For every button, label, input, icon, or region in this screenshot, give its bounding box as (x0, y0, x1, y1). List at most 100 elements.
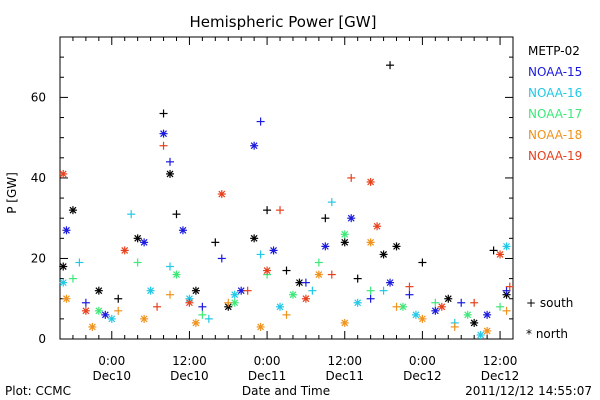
noaa-15-north-point (159, 129, 168, 138)
mark-stroke (496, 251, 504, 258)
metp-02-north-point (340, 238, 349, 247)
noaa-15-south-point (217, 254, 226, 263)
mark-stroke (147, 287, 155, 295)
mark-stroke (224, 303, 232, 311)
noaa-19-north-point (59, 169, 68, 178)
x-tick-date: Dec10 (93, 369, 132, 383)
metp-02-north-point (94, 286, 103, 295)
noaa-15-south-point (81, 298, 90, 307)
x-tick-time: 0:00 (409, 354, 436, 368)
y-tick-label: 20 (31, 251, 46, 265)
noaa-19-north-point (301, 294, 310, 303)
mark-stroke (63, 295, 70, 303)
noaa-15-south-point (457, 298, 466, 307)
metp-02-south-point (211, 238, 220, 247)
noaa-15-south-point (366, 294, 375, 303)
metp-02-north-point (444, 294, 453, 303)
noaa-18-south-point (224, 298, 233, 307)
noaa-16-north-point (476, 330, 485, 339)
mark-stroke (276, 303, 284, 311)
noaa-16-north-point (502, 242, 511, 251)
x-tick-time: 0:00 (98, 354, 125, 368)
legend-entry-noaa-18: NOAA-18 (528, 128, 582, 142)
mark-stroke (59, 263, 67, 270)
mark-stroke (59, 279, 67, 287)
noaa-17-north-point (94, 306, 103, 315)
noaa-16-south-point (127, 210, 136, 219)
noaa-16-north-point (59, 278, 68, 287)
mark-stroke (341, 230, 349, 238)
y-axis-label: P [GW] (5, 172, 19, 214)
metp-02-north-point (470, 318, 479, 327)
x-axis-label: Date and Time (242, 384, 330, 398)
symbol-key-south: + south (526, 296, 573, 310)
mark-stroke (192, 319, 200, 327)
noaa-18-north-point (483, 326, 492, 335)
mark-stroke (354, 299, 362, 307)
metp-02-north-point (166, 169, 175, 178)
mark-stroke (367, 238, 375, 246)
legend-entry-noaa-16: NOAA-16 (528, 86, 582, 100)
noaa-19-north-point (120, 246, 129, 255)
x-tick-labels: 0:00Dec1012:00Dec100:00Dec1112:00Dec110:… (93, 354, 520, 383)
mark-stroke (263, 267, 271, 274)
noaa-18-north-point (340, 318, 349, 327)
noaa-16-north-point (353, 298, 362, 307)
mark-stroke (367, 178, 375, 186)
legend-entry-noaa-15: NOAA-15 (528, 65, 582, 79)
noaa-19-south-point (405, 282, 414, 291)
noaa-16-south-point (166, 262, 175, 271)
x-tick-time: 0:00 (254, 354, 281, 368)
mark-stroke (88, 323, 96, 331)
mark-stroke (82, 307, 90, 315)
mark-stroke (296, 279, 303, 287)
noaa-17-south-point (198, 310, 207, 319)
noaa-18-south-point (502, 306, 511, 315)
legend-entry-noaa-17: NOAA-17 (528, 107, 582, 121)
y-tick-labels: 0 20 40 60 (31, 90, 46, 346)
noaa-15-north-point (62, 226, 71, 235)
mark-stroke (503, 242, 510, 250)
noaa-15-south-point (198, 302, 207, 311)
noaa-16-north-point (107, 314, 116, 323)
legend-entry-noaa-19: NOAA-19 (528, 149, 582, 163)
noaa-18-north-point (62, 294, 71, 303)
mark-stroke (464, 311, 472, 319)
metp-02-south-point (159, 109, 168, 118)
noaa-15-north-point (178, 226, 187, 235)
noaa-17-south-point (314, 258, 323, 267)
y-tick-label: 0 (38, 332, 46, 346)
legend: METP-02 NOAA-15 NOAA-16 NOAA-17 NOAA-18 NOAA-… (528, 44, 582, 163)
mark-stroke (134, 234, 142, 242)
mark-stroke (302, 295, 310, 303)
noaa-18-south-point (392, 302, 401, 311)
noaa-18-north-point (140, 314, 149, 323)
noaa-19-north-point (373, 222, 382, 231)
mark-stroke (237, 287, 245, 295)
mark-stroke (121, 246, 129, 254)
mark-stroke (231, 299, 239, 307)
noaa-15-north-point (431, 306, 440, 315)
metp-02-south-point (321, 214, 330, 223)
axis-ticks (59, 36, 514, 340)
noaa-15-north-point (250, 141, 259, 150)
mark-stroke (341, 238, 349, 246)
mark-stroke (321, 242, 329, 250)
metp-02-south-point (489, 246, 498, 255)
plot-credit: Plot: CCMC (5, 384, 71, 398)
noaa-16-north-point (146, 286, 155, 295)
noaa-19-north-point (263, 266, 272, 275)
noaa-16-south-point (256, 250, 265, 259)
noaa-17-north-point (340, 230, 349, 239)
plot-timestamp: 2011/12/12 14:55:07 (465, 384, 592, 398)
mark-stroke (315, 271, 323, 278)
metp-02-south-point (386, 61, 395, 70)
noaa-19-south-point (153, 302, 162, 311)
mark-stroke (444, 295, 452, 303)
noaa-16-north-point (230, 290, 239, 299)
y-tick-label: 60 (31, 90, 46, 104)
noaa-19-north-point (217, 190, 226, 199)
mark-stroke (386, 279, 394, 287)
noaa-19-south-point (276, 206, 285, 215)
